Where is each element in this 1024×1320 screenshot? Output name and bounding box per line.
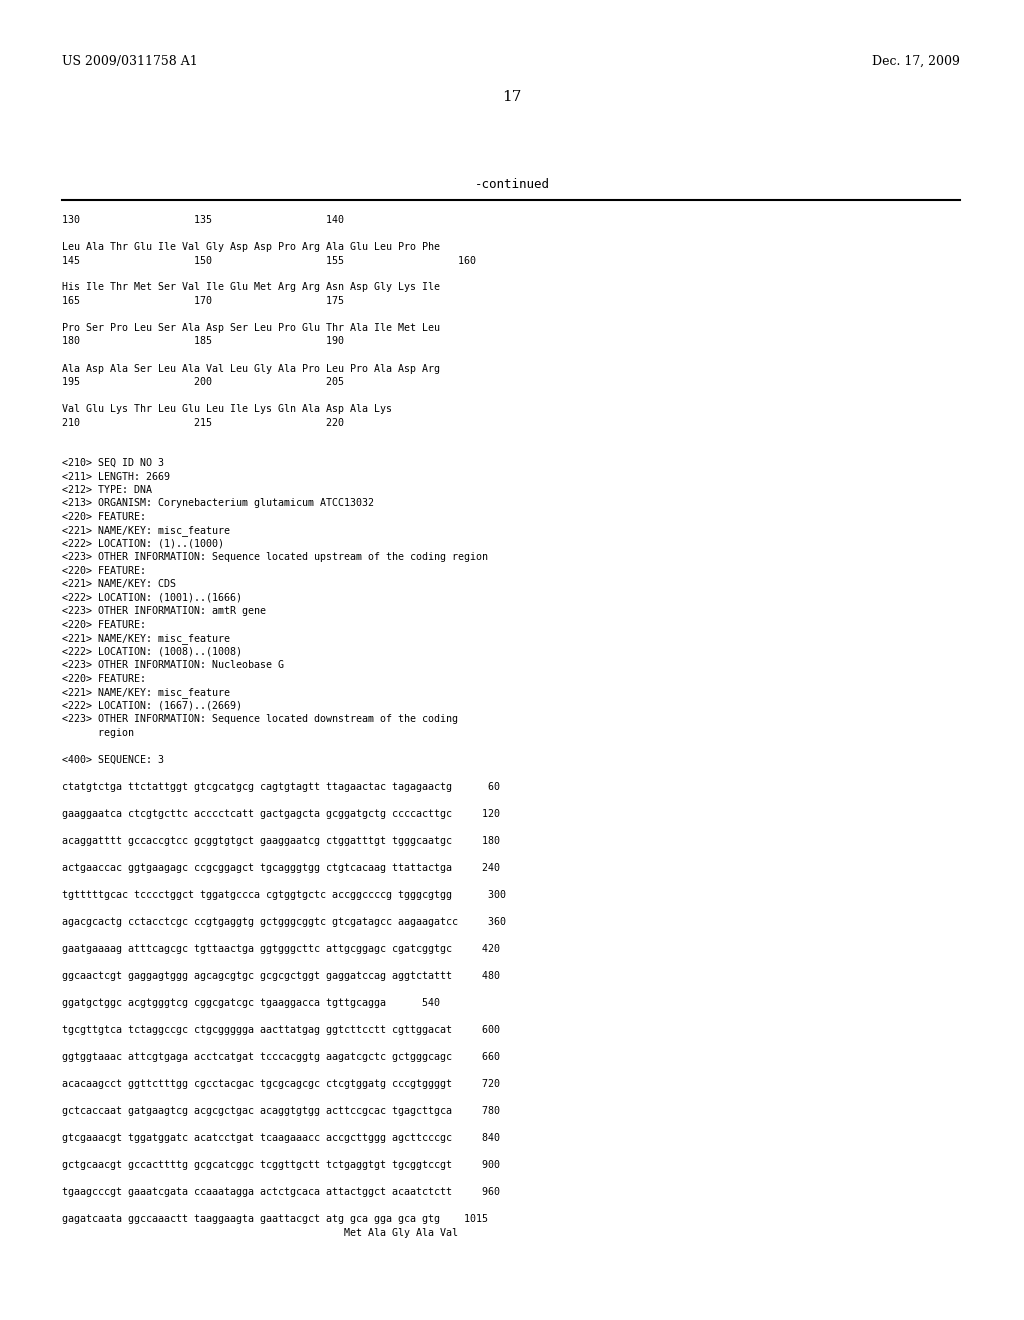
Text: <220> FEATURE:: <220> FEATURE:: [62, 675, 146, 684]
Text: gaatgaaaag atttcagcgc tgttaactga ggtgggcttc attgcggagc cgatcggtgc     420: gaatgaaaag atttcagcgc tgttaactga ggtgggc…: [62, 944, 500, 954]
Text: 195                   200                   205: 195 200 205: [62, 378, 344, 387]
Text: Val Glu Lys Thr Leu Glu Leu Ile Lys Gln Ala Asp Ala Lys: Val Glu Lys Thr Leu Glu Leu Ile Lys Gln …: [62, 404, 392, 414]
Text: <220> FEATURE:: <220> FEATURE:: [62, 566, 146, 576]
Text: <221> NAME/KEY: CDS: <221> NAME/KEY: CDS: [62, 579, 176, 590]
Text: His Ile Thr Met Ser Val Ile Glu Met Arg Arg Asn Asp Gly Lys Ile: His Ile Thr Met Ser Val Ile Glu Met Arg …: [62, 282, 440, 293]
Text: <220> FEATURE:: <220> FEATURE:: [62, 512, 146, 521]
Text: <221> NAME/KEY: misc_feature: <221> NAME/KEY: misc_feature: [62, 525, 230, 536]
Text: ggatgctggc acgtgggtcg cggcgatcgc tgaaggacca tgttgcagga      540: ggatgctggc acgtgggtcg cggcgatcgc tgaagga…: [62, 998, 440, 1008]
Text: gctgcaacgt gccacttttg gcgcatcggc tcggttgctt tctgaggtgt tgcggtccgt     900: gctgcaacgt gccacttttg gcgcatcggc tcggttg…: [62, 1160, 500, 1170]
Text: <211> LENGTH: 2669: <211> LENGTH: 2669: [62, 471, 170, 482]
Text: 145                   150                   155                   160: 145 150 155 160: [62, 256, 476, 265]
Text: 17: 17: [503, 90, 521, 104]
Text: region: region: [62, 729, 134, 738]
Text: gtcgaaacgt tggatggatc acatcctgat tcaagaaacc accgcttggg agcttcccgc     840: gtcgaaacgt tggatggatc acatcctgat tcaagaa…: [62, 1133, 500, 1143]
Text: <222> LOCATION: (1001)..(1666): <222> LOCATION: (1001)..(1666): [62, 593, 242, 603]
Text: <222> LOCATION: (1008)..(1008): <222> LOCATION: (1008)..(1008): [62, 647, 242, 657]
Text: ggtggtaaac attcgtgaga acctcatgat tcccacggtg aagatcgctc gctgggcagc     660: ggtggtaaac attcgtgaga acctcatgat tcccacg…: [62, 1052, 500, 1063]
Text: ggcaactcgt gaggagtggg agcagcgtgc gcgcgctggt gaggatccag aggtctattt     480: ggcaactcgt gaggagtggg agcagcgtgc gcgcgct…: [62, 972, 500, 981]
Text: <222> LOCATION: (1667)..(2669): <222> LOCATION: (1667)..(2669): [62, 701, 242, 711]
Text: <223> OTHER INFORMATION: Nucleobase G: <223> OTHER INFORMATION: Nucleobase G: [62, 660, 284, 671]
Text: <223> OTHER INFORMATION: Sequence located upstream of the coding region: <223> OTHER INFORMATION: Sequence locate…: [62, 553, 488, 562]
Text: Pro Ser Pro Leu Ser Ala Asp Ser Leu Pro Glu Thr Ala Ile Met Leu: Pro Ser Pro Leu Ser Ala Asp Ser Leu Pro …: [62, 323, 440, 333]
Text: Leu Ala Thr Glu Ile Val Gly Asp Asp Pro Arg Ala Glu Leu Pro Phe: Leu Ala Thr Glu Ile Val Gly Asp Asp Pro …: [62, 242, 440, 252]
Text: <220> FEATURE:: <220> FEATURE:: [62, 620, 146, 630]
Text: tgcgttgtca tctaggccgc ctgcggggga aacttatgag ggtcttcctt cgttggacat     600: tgcgttgtca tctaggccgc ctgcggggga aacttat…: [62, 1026, 500, 1035]
Text: US 2009/0311758 A1: US 2009/0311758 A1: [62, 55, 198, 69]
Text: Dec. 17, 2009: Dec. 17, 2009: [872, 55, 961, 69]
Text: Ala Asp Ala Ser Leu Ala Val Leu Gly Ala Pro Leu Pro Ala Asp Arg: Ala Asp Ala Ser Leu Ala Val Leu Gly Ala …: [62, 363, 440, 374]
Text: <221> NAME/KEY: misc_feature: <221> NAME/KEY: misc_feature: [62, 634, 230, 644]
Text: Met Ala Gly Ala Val: Met Ala Gly Ala Val: [62, 1228, 458, 1238]
Text: acaggatttt gccaccgtcc gcggtgtgct gaaggaatcg ctggatttgt tgggcaatgc     180: acaggatttt gccaccgtcc gcggtgtgct gaaggaa…: [62, 836, 500, 846]
Text: <222> LOCATION: (1)..(1000): <222> LOCATION: (1)..(1000): [62, 539, 224, 549]
Text: 180                   185                   190: 180 185 190: [62, 337, 344, 346]
Text: 210                   215                   220: 210 215 220: [62, 417, 344, 428]
Text: 165                   170                   175: 165 170 175: [62, 296, 344, 306]
Text: agacgcactg cctacctcgc ccgtgaggtg gctgggcggtc gtcgatagcc aagaagatcc     360: agacgcactg cctacctcgc ccgtgaggtg gctgggc…: [62, 917, 506, 927]
Text: gctcaccaat gatgaagtcg acgcgctgac acaggtgtgg acttccgcac tgagcttgca     780: gctcaccaat gatgaagtcg acgcgctgac acaggtg…: [62, 1106, 500, 1115]
Text: <221> NAME/KEY: misc_feature: <221> NAME/KEY: misc_feature: [62, 688, 230, 698]
Text: <223> OTHER INFORMATION: amtR gene: <223> OTHER INFORMATION: amtR gene: [62, 606, 266, 616]
Text: gaaggaatca ctcgtgcttc acccctcatt gactgagcta gcggatgctg ccccacttgc     120: gaaggaatca ctcgtgcttc acccctcatt gactgag…: [62, 809, 500, 818]
Text: <213> ORGANISM: Corynebacterium glutamicum ATCC13032: <213> ORGANISM: Corynebacterium glutamic…: [62, 499, 374, 508]
Text: <212> TYPE: DNA: <212> TYPE: DNA: [62, 484, 152, 495]
Text: tgaagcccgt gaaatcgata ccaaatagga actctgcaca attactggct acaatctctt     960: tgaagcccgt gaaatcgata ccaaatagga actctgc…: [62, 1187, 500, 1197]
Text: tgtttttgcac tcccctggct tggatgccca cgtggtgctc accggccccg tgggcgtgg      300: tgtttttgcac tcccctggct tggatgccca cgtggt…: [62, 890, 506, 900]
Text: -continued: -continued: [474, 178, 550, 191]
Text: 130                   135                   140: 130 135 140: [62, 215, 344, 224]
Text: actgaaccac ggtgaagagc ccgcggagct tgcagggtgg ctgtcacaag ttattactga     240: actgaaccac ggtgaagagc ccgcggagct tgcaggg…: [62, 863, 500, 873]
Text: <223> OTHER INFORMATION: Sequence located downstream of the coding: <223> OTHER INFORMATION: Sequence locate…: [62, 714, 458, 725]
Text: gagatcaata ggccaaactt taaggaagta gaattacgct atg gca gga gca gtg    1015: gagatcaata ggccaaactt taaggaagta gaattac…: [62, 1214, 488, 1224]
Text: acacaagcct ggttctttgg cgcctacgac tgcgcagcgc ctcgtggatg cccgtggggt     720: acacaagcct ggttctttgg cgcctacgac tgcgcag…: [62, 1078, 500, 1089]
Text: ctatgtctga ttctattggt gtcgcatgcg cagtgtagtt ttagaactac tagagaactg      60: ctatgtctga ttctattggt gtcgcatgcg cagtgta…: [62, 781, 500, 792]
Text: <210> SEQ ID NO 3: <210> SEQ ID NO 3: [62, 458, 164, 469]
Text: <400> SEQUENCE: 3: <400> SEQUENCE: 3: [62, 755, 164, 766]
